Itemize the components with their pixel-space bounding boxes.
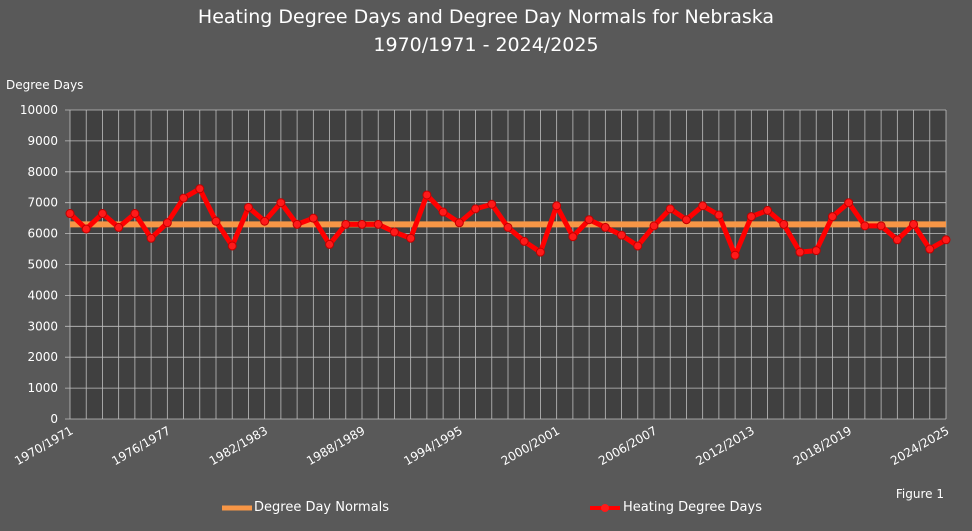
hdd-point xyxy=(114,222,124,232)
hdd-point xyxy=(195,184,205,194)
legend-hdd-label: Heating Degree Days xyxy=(623,500,762,515)
hdd-point xyxy=(227,241,237,251)
hdd-point xyxy=(357,219,367,229)
hdd-point xyxy=(97,209,107,219)
y-tick-label: 3000 xyxy=(27,319,58,333)
hdd-point xyxy=(730,250,740,260)
y-tick-label: 7000 xyxy=(27,196,58,210)
x-tick-label: 2006/2007 xyxy=(596,423,659,468)
hdd-point xyxy=(811,246,821,256)
hdd-point xyxy=(714,210,724,220)
hdd-point xyxy=(535,247,545,257)
hdd-point xyxy=(487,199,497,209)
hdd-point xyxy=(827,212,837,222)
hdd-point xyxy=(925,244,935,254)
hdd-point xyxy=(568,232,578,242)
y-tick-label: 4000 xyxy=(27,288,58,302)
hdd-point xyxy=(892,235,902,245)
chart-subtitle: 1970/1971 - 2024/2025 xyxy=(373,34,599,56)
hdd-point xyxy=(243,202,253,212)
hdd-point xyxy=(681,215,691,225)
hdd-point xyxy=(389,227,399,237)
x-tick-label: 1982/1983 xyxy=(207,423,270,468)
hdd-point xyxy=(341,219,351,229)
x-tick-label: 1970/1971 xyxy=(12,423,75,468)
y-tick-label: 10000 xyxy=(20,103,58,117)
hdd-point xyxy=(276,198,286,208)
x-tick-label: 1994/1995 xyxy=(401,423,464,468)
hdd-point xyxy=(665,204,675,214)
hdd-point xyxy=(763,205,773,215)
hdd-point xyxy=(844,198,854,208)
chart-title: Heating Degree Days and Degree Day Norma… xyxy=(197,6,775,28)
y-tick-label: 5000 xyxy=(27,258,58,272)
y-tick-label: 8000 xyxy=(27,165,58,179)
hdd-point xyxy=(422,190,432,200)
x-tick-label: 1988/1989 xyxy=(304,423,367,468)
hdd-point xyxy=(308,213,318,223)
hdd-point xyxy=(941,235,951,245)
y-tick-label: 9000 xyxy=(27,134,58,148)
hdd-point xyxy=(649,221,659,231)
hdd-point xyxy=(600,222,610,232)
legend-hdd-marker xyxy=(601,504,609,512)
x-tick-label: 2018/2019 xyxy=(791,423,854,468)
y-axis-label: Degree Days xyxy=(6,78,84,92)
hdd-point xyxy=(162,218,172,228)
hdd-point xyxy=(179,193,189,203)
y-tick-label: 1000 xyxy=(27,381,58,395)
hdd-point xyxy=(130,209,140,219)
y-tick-label: 2000 xyxy=(27,350,58,364)
hdd-point xyxy=(65,209,75,219)
figure-label: Figure 1 xyxy=(895,487,944,501)
hdd-point xyxy=(633,241,643,251)
hdd-point xyxy=(292,219,302,229)
hdd-point xyxy=(471,204,481,214)
legend-normals-label: Degree Day Normals xyxy=(254,500,390,515)
hdd-point xyxy=(146,233,156,243)
hdd-point xyxy=(876,221,886,231)
hdd-point xyxy=(779,219,789,229)
hdd-point xyxy=(860,221,870,231)
y-tick-label: 0 xyxy=(50,412,58,426)
hdd-point xyxy=(503,222,513,232)
hdd-point xyxy=(211,216,221,226)
hdd-point xyxy=(438,207,448,217)
hdd-point xyxy=(909,219,919,229)
hdd-point xyxy=(81,224,91,234)
hdd-point xyxy=(406,233,416,243)
hdd-point xyxy=(584,215,594,225)
y-tick-label: 6000 xyxy=(27,227,58,241)
hdd-point xyxy=(454,218,464,228)
hdd-point xyxy=(325,239,335,249)
x-tick-label: 2012/2013 xyxy=(693,423,756,468)
hdd-point xyxy=(552,201,562,211)
hdd-point xyxy=(373,219,383,229)
hdd-point xyxy=(260,216,270,226)
hdd-point xyxy=(519,236,529,246)
x-tick-label: 2024/2025 xyxy=(888,423,951,468)
x-tick-label: 1976/1977 xyxy=(109,423,172,468)
hdd-point xyxy=(746,212,756,222)
hdd-point xyxy=(617,230,627,240)
hdd-point xyxy=(698,201,708,211)
x-tick-label: 2000/2001 xyxy=(499,423,562,468)
hdd-point xyxy=(795,247,805,257)
